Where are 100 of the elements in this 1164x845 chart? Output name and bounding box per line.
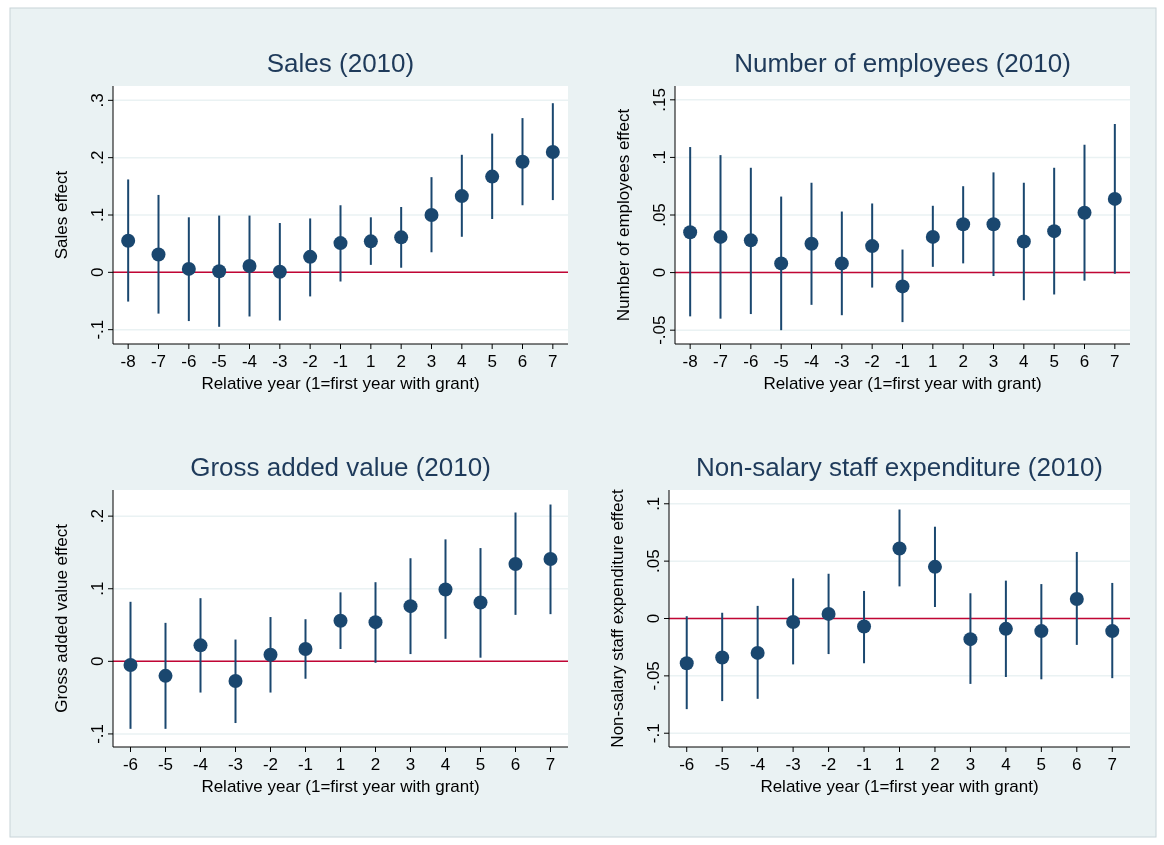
x-tick-label: -6 — [181, 352, 197, 371]
x-tick-label: 3 — [988, 352, 999, 371]
x-tick-label: -3 — [272, 352, 288, 371]
x-tick-label: -3 — [785, 755, 801, 774]
y-tick-label: .3 — [88, 93, 107, 108]
x-tick-label: -1 — [894, 352, 911, 371]
x-tick-label: 2 — [396, 352, 406, 371]
x-tick-label: 2 — [958, 352, 968, 371]
point — [121, 233, 136, 248]
point — [834, 256, 849, 271]
x-tick-label: 2 — [930, 755, 940, 774]
point — [123, 657, 138, 672]
point — [865, 239, 880, 254]
x-tick-label: -5 — [773, 352, 789, 371]
point — [927, 559, 942, 574]
x-tick-label: 5 — [1036, 755, 1047, 774]
point — [683, 225, 698, 240]
point — [272, 264, 287, 279]
point — [403, 599, 418, 614]
point — [892, 541, 907, 556]
x-tick-label: 1 — [894, 755, 905, 774]
point — [715, 650, 730, 665]
point — [193, 638, 208, 653]
x-tick-label: -4 — [803, 352, 820, 371]
point — [303, 249, 318, 264]
point — [424, 208, 439, 222]
point — [743, 233, 758, 248]
x-tick-label: 7 — [545, 755, 556, 774]
y-tick-label: .1 — [88, 207, 107, 223]
point — [333, 236, 348, 251]
x-tick-label: 4 — [440, 755, 451, 774]
y-tick-label: .1 — [88, 581, 107, 596]
y-tick-label: -.1 — [88, 319, 107, 340]
point — [821, 606, 836, 621]
y-tick-label: .05 — [650, 203, 669, 227]
chart-title: Gross added value (2010) — [190, 452, 491, 482]
x-tick-label: -2 — [821, 755, 837, 774]
x-tick-label: -3 — [834, 352, 850, 371]
point — [895, 279, 910, 294]
point — [998, 621, 1013, 636]
x-tick-label: -1 — [856, 755, 872, 774]
point — [750, 645, 765, 660]
x-tick-label: -5 — [157, 755, 174, 774]
point — [263, 647, 278, 662]
x-tick-label: -6 — [122, 755, 139, 774]
x-tick-label: -4 — [192, 755, 209, 774]
point — [857, 619, 872, 634]
y-tick-label: -.05 — [650, 315, 669, 345]
x-tick-label: -7 — [150, 352, 167, 371]
x-tick-label: 1 — [335, 755, 346, 774]
x-tick-label: -1 — [297, 755, 314, 774]
point — [963, 632, 978, 647]
x-tick-label: 1 — [366, 352, 376, 371]
y-tick-label: .15 — [650, 88, 669, 112]
y-tick-label: -.1 — [88, 724, 107, 744]
point — [368, 615, 383, 630]
point — [212, 264, 227, 279]
x-tick-label: 4 — [1001, 755, 1011, 774]
x-tick-label: 6 — [510, 755, 521, 774]
point — [1034, 624, 1049, 639]
point — [363, 234, 378, 249]
point — [1077, 205, 1092, 220]
x-tick-label: 5 — [475, 755, 486, 774]
point — [473, 595, 488, 610]
point — [394, 230, 409, 245]
y-tick-label: .1 — [650, 150, 669, 165]
x-tick-label: -8 — [120, 352, 136, 371]
point — [1047, 224, 1062, 239]
x-tick-label: 1 — [928, 352, 938, 371]
point — [333, 613, 348, 628]
chart-title: Non-salary staff expenditure (2010) — [695, 452, 1104, 482]
point — [774, 256, 789, 271]
y-axis-title: Gross added value effect — [52, 523, 71, 713]
point — [515, 154, 530, 169]
y-tick-label: 0 — [88, 267, 107, 278]
point — [454, 189, 469, 204]
x-tick-label: -4 — [750, 755, 766, 774]
point — [228, 673, 243, 688]
x-tick-label: -1 — [332, 352, 349, 371]
x-tick-label: 6 — [1079, 352, 1090, 371]
y-tick-label: -.05 — [644, 661, 663, 691]
x-tick-label: -5 — [714, 755, 730, 774]
point — [786, 614, 801, 629]
x-tick-label: -2 — [864, 352, 880, 371]
x-tick-label: 2 — [370, 755, 381, 774]
point — [1016, 234, 1031, 249]
x-tick-label: -8 — [682, 352, 698, 371]
point — [804, 236, 819, 251]
x-axis-title: Relative year (1=first year with grant) — [760, 777, 1039, 796]
point — [508, 557, 523, 572]
y-tick-label: 0 — [644, 613, 663, 624]
x-tick-label: 4 — [457, 352, 467, 371]
x-tick-label: 3 — [965, 755, 976, 774]
point — [679, 656, 694, 671]
point — [151, 247, 166, 262]
x-tick-label: 6 — [1072, 755, 1082, 774]
y-tick-label: .05 — [644, 549, 663, 573]
x-tick-label: 6 — [517, 352, 528, 371]
x-tick-label: -2 — [302, 352, 318, 371]
y-tick-label: -.1 — [644, 723, 663, 744]
